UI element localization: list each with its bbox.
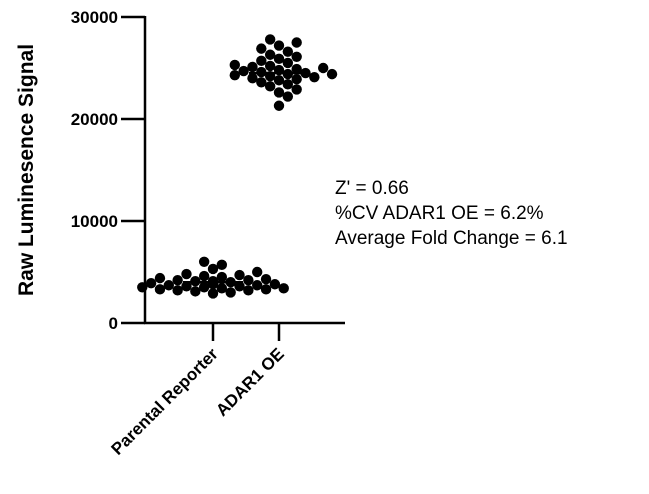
data-point	[278, 283, 289, 294]
data-point	[225, 287, 236, 298]
data-point	[154, 272, 166, 284]
data-point	[260, 273, 272, 285]
data-point	[234, 281, 245, 292]
data-point	[163, 280, 174, 291]
data-point	[264, 60, 276, 72]
y-ticks: 0 10000 20000 30000	[71, 8, 145, 333]
data-point	[264, 49, 276, 60]
data-point	[256, 43, 267, 54]
data-point	[190, 286, 201, 297]
data-point	[216, 283, 228, 294]
data-point	[256, 55, 267, 67]
data-point	[273, 40, 285, 51]
data-point	[273, 75, 285, 86]
data-point	[216, 271, 228, 283]
data-point	[234, 269, 245, 281]
data-point	[291, 74, 302, 85]
data-point	[326, 68, 338, 80]
data-point	[198, 256, 210, 267]
data-point	[309, 71, 320, 83]
data-point	[291, 51, 302, 62]
data-point	[273, 87, 285, 98]
data-point	[137, 282, 148, 293]
data-point	[282, 46, 294, 57]
data-point	[252, 266, 263, 278]
data-point	[198, 282, 210, 293]
annotations: Z' = 0.66 %CV ADAR1 OE = 6.2% Average Fold…	[335, 178, 568, 249]
data-point	[229, 69, 240, 81]
y-tick-label: 30000	[71, 8, 118, 27]
y-tick-label: 0	[109, 314, 118, 333]
data-point	[273, 100, 285, 111]
data-point	[247, 61, 258, 73]
y-axis: 0 10000 20000 30000	[71, 8, 147, 333]
data-point	[291, 63, 302, 75]
data-point	[229, 59, 240, 71]
data-point	[172, 285, 183, 296]
data-points	[137, 34, 338, 299]
y-axis-title: Raw Luminesence Signal	[15, 44, 38, 296]
annotation-text: Z' = 0.66	[335, 178, 409, 199]
data-point	[273, 53, 285, 65]
data-point	[207, 288, 219, 299]
data-point	[172, 274, 183, 286]
data-point	[181, 281, 192, 292]
y-tick-label: 10000	[71, 212, 118, 231]
data-point	[282, 91, 294, 102]
data-point	[145, 278, 157, 289]
data-point	[243, 285, 254, 296]
x-tick-label: Parental Reporter	[108, 344, 223, 459]
data-point	[247, 73, 258, 84]
data-point	[264, 34, 276, 45]
data-point	[238, 65, 249, 77]
data-point	[154, 284, 166, 295]
data-point	[216, 259, 228, 271]
data-point	[291, 37, 302, 48]
x-tick-label: ADAR1 OE	[212, 344, 288, 420]
data-point	[243, 274, 254, 286]
mean-lines	[183, 71, 309, 284]
data-point	[318, 62, 329, 74]
data-point	[264, 81, 276, 92]
data-point	[282, 57, 294, 69]
annotation-text: Average Fold Change = 6.1	[335, 228, 568, 249]
data-point	[260, 284, 272, 295]
data-point	[252, 280, 263, 291]
data-point	[207, 263, 219, 275]
y-tick-label: 20000	[71, 110, 118, 129]
data-point	[269, 279, 281, 290]
data-point	[291, 84, 302, 95]
data-point	[198, 270, 210, 282]
data-point	[282, 79, 294, 90]
data-point	[181, 268, 192, 280]
annotation-text: %CV ADAR1 OE = 6.2%	[335, 203, 544, 224]
data-point	[256, 77, 267, 88]
